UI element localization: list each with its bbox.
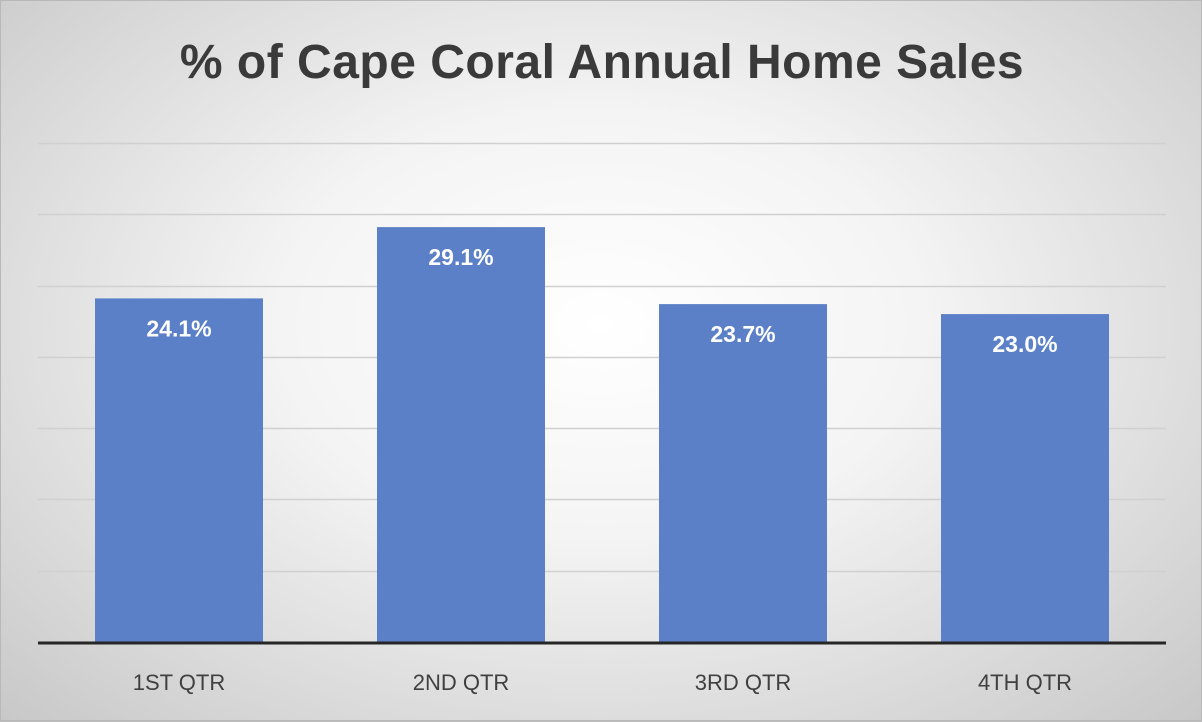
chart-title: % of Cape Coral Annual Home Sales xyxy=(179,36,1025,89)
bar-2 xyxy=(377,227,545,643)
data-label-2: 29.1% xyxy=(428,244,493,270)
bar-1 xyxy=(95,298,263,642)
x-tick-label-3: 3RD QTR xyxy=(695,670,792,695)
x-tick-label-2: 2ND QTR xyxy=(413,670,510,695)
x-tick-label-1: 1ST QTR xyxy=(133,670,226,695)
bar-4 xyxy=(941,314,1109,642)
bar-3 xyxy=(659,304,827,642)
data-label-3: 23.7% xyxy=(710,321,775,347)
data-label-4: 23.0% xyxy=(992,331,1057,357)
data-label-1: 24.1% xyxy=(146,315,211,341)
x-tick-label-4: 4TH QTR xyxy=(978,670,1072,695)
